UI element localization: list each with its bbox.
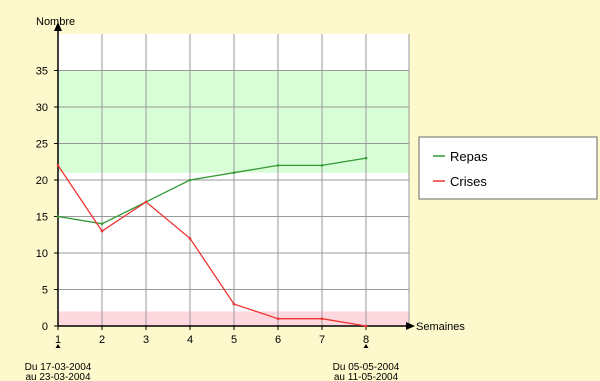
data-point <box>188 237 192 240</box>
y-tick-label: 10 <box>36 248 48 260</box>
legend-label-crises: Crises <box>450 174 487 189</box>
data-point <box>232 171 236 174</box>
data-point <box>276 164 280 167</box>
annotation-marker <box>55 344 61 348</box>
annotation-label: au 23-03-2004 <box>25 372 90 381</box>
data-point <box>232 302 236 306</box>
data-point <box>144 200 148 204</box>
x-axis-arrow <box>406 322 415 330</box>
y-axis-arrow <box>54 22 62 31</box>
annotation-label: au 11-05-2004 <box>334 372 399 381</box>
data-point <box>188 178 192 182</box>
x-tick-label: 5 <box>231 334 237 346</box>
data-point <box>276 317 280 321</box>
annotation-label: Du 17-03-2004 <box>25 362 92 373</box>
x-tick-label: 6 <box>275 334 281 346</box>
x-tick-label: 1 <box>55 334 61 346</box>
legend-box <box>418 136 598 200</box>
series-line-crises <box>57 165 367 327</box>
y-tick-label: 30 <box>36 102 48 114</box>
x-tick-label: 4 <box>187 334 193 346</box>
data-point <box>320 317 324 321</box>
x-tick-label: 3 <box>143 334 149 346</box>
data-point <box>364 156 368 160</box>
y-tick-label: 25 <box>36 139 48 151</box>
annotation-marker <box>363 344 369 348</box>
x-tick-label: 8 <box>363 334 369 346</box>
x-tick-label: 7 <box>319 334 325 346</box>
data-point <box>56 215 60 218</box>
x-tick-label: 2 <box>99 334 105 346</box>
y-tick-label: 5 <box>42 285 48 297</box>
y-tick-label: 35 <box>36 66 48 78</box>
data-point <box>100 222 104 226</box>
y-tick-label: 20 <box>36 175 48 187</box>
legend: Repas Crises <box>418 136 598 200</box>
x-axis-label: Semaines <box>416 321 465 333</box>
series-line-repas <box>57 157 367 225</box>
annotation-label: Du 05-05-2004 <box>333 362 400 373</box>
data-point <box>364 324 368 328</box>
y-tick-label: 15 <box>36 212 48 224</box>
y-tick-label: 0 <box>42 321 48 333</box>
data-point <box>56 164 60 167</box>
data-point <box>320 164 324 167</box>
y-axis-label: Nombre <box>36 16 75 28</box>
data-point <box>100 229 104 233</box>
legend-label-repas: Repas <box>450 149 488 164</box>
